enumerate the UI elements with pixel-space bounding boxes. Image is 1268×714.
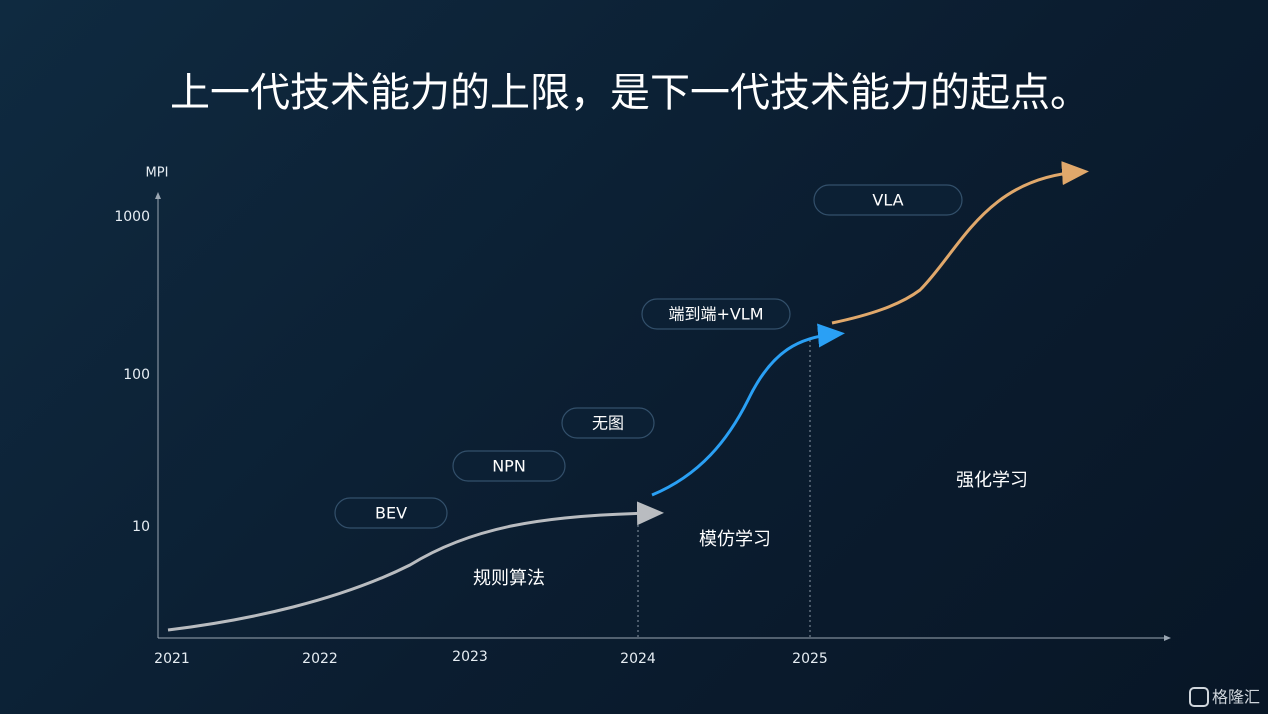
tag-box <box>561 407 655 439</box>
title: 上一代技术能力的上限，是下一代技术能力的起点。 <box>170 70 1090 116</box>
tag-box <box>813 184 963 216</box>
tag-box <box>334 497 448 529</box>
y-tick-label: 10 <box>132 519 150 535</box>
tag-box <box>452 450 566 482</box>
curve-rules <box>167 501 664 632</box>
y-axis-label: MPI <box>146 166 169 181</box>
phase-label: 模仿学习 <box>699 529 771 550</box>
tag: BEV <box>375 504 407 523</box>
tag: 无图 <box>592 414 624 433</box>
tag: 端到端+VLM <box>668 305 763 324</box>
tag: NPN <box>492 457 526 476</box>
x-tick-label: 2022 <box>302 651 338 667</box>
x-tick-label: 2023 <box>452 649 488 665</box>
watermark-icon <box>1189 687 1209 707</box>
x-tick-label: 2024 <box>620 651 656 667</box>
phase-label: 强化学习 <box>956 470 1028 491</box>
y-tick-label: 100 <box>123 367 150 383</box>
x-tick-label: 2021 <box>154 651 190 667</box>
curve-rl <box>831 161 1089 325</box>
x-tick-label: 2025 <box>792 651 828 667</box>
curve-imitation <box>651 323 845 497</box>
watermark: 格隆汇 <box>1212 688 1260 707</box>
y-tick-label: 1000 <box>114 209 150 225</box>
phase-label: 规则算法 <box>473 568 545 589</box>
tag: VLA <box>872 191 903 210</box>
tag-box <box>641 298 791 330</box>
